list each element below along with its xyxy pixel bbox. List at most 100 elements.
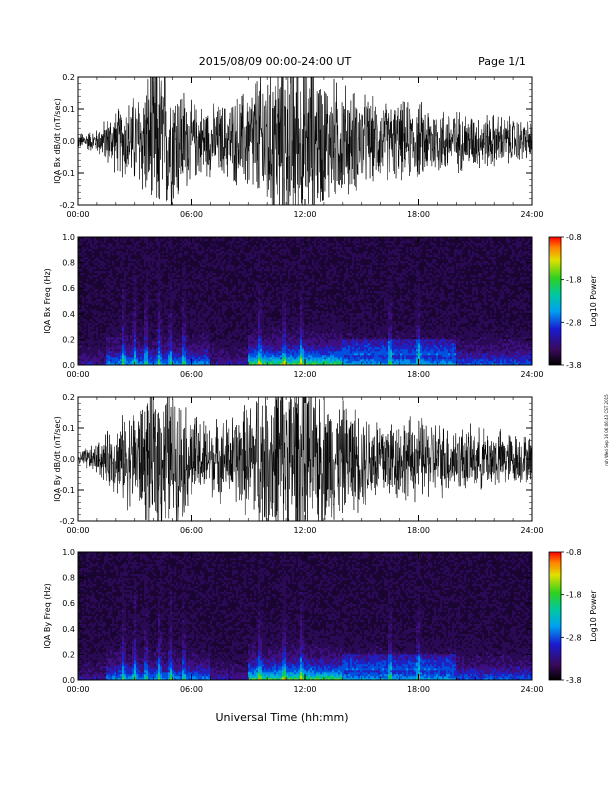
- spectrogram-cell: [136, 313, 139, 316]
- spectrogram-cell: [144, 351, 147, 354]
- spectrogram-cell: [262, 259, 265, 262]
- spectrogram-cell: [340, 303, 343, 306]
- spectrogram-cell: [288, 353, 291, 356]
- spectrogram-cell: [274, 341, 277, 344]
- spectrogram-cell: [304, 291, 307, 294]
- spectrogram-cell: [290, 351, 293, 354]
- spectrogram-cell: [220, 347, 223, 350]
- spectrogram-cell: [252, 359, 255, 362]
- spectrogram-cell: [222, 323, 225, 326]
- spectrogram-cell: [314, 337, 317, 340]
- spectrogram-cell: [150, 335, 153, 338]
- spectrogram-cell: [210, 323, 213, 326]
- spectrogram-cell: [144, 271, 147, 274]
- spectrogram-cell: [272, 271, 275, 274]
- spectrogram-cell: [298, 299, 301, 302]
- spectrogram-cell: [116, 267, 119, 270]
- spectrogram-cell: [330, 357, 333, 360]
- spectrogram-cell: [304, 337, 307, 340]
- spectrogram-cell: [166, 241, 169, 244]
- spectrogram-cell: [234, 317, 237, 320]
- spectrogram-cell: [194, 337, 197, 340]
- spectrogram-cell: [174, 285, 177, 288]
- spectrogram-cell: [154, 331, 157, 334]
- spectrogram-cell: [256, 315, 259, 318]
- spectrogram-cell: [102, 243, 105, 246]
- spectrogram-cell: [96, 359, 99, 362]
- spectrogram-cell: [270, 343, 273, 346]
- spectrogram-cell: [238, 237, 241, 240]
- spectrogram-cell: [324, 299, 327, 302]
- spectrogram-cell: [234, 329, 237, 332]
- spectrogram-cell: [178, 335, 181, 338]
- spectrogram-cell: [114, 301, 117, 304]
- spectrogram-cell: [282, 351, 285, 354]
- spectrogram-cell: [134, 307, 137, 310]
- spectrogram-cell: [162, 351, 165, 354]
- spectrogram-cell: [132, 307, 135, 310]
- spectrogram-cell: [278, 239, 281, 242]
- spectrogram-cell: [298, 329, 301, 332]
- spectrogram-cell: [312, 343, 315, 346]
- spectrogram-cell: [302, 303, 305, 306]
- spectrogram-cell: [250, 345, 253, 348]
- spectrogram-cell: [132, 297, 135, 300]
- spectrogram-cell: [214, 267, 217, 270]
- spectrogram-cell: [292, 349, 295, 352]
- spectrogram-cell: [128, 305, 131, 308]
- spectrogram-cell: [314, 363, 317, 366]
- spectrogram-cell: [294, 307, 297, 310]
- spectrogram-cell: [308, 297, 311, 300]
- spectrogram-cell: [316, 349, 319, 352]
- spectrogram-cell: [164, 261, 167, 264]
- spectrogram-cell: [206, 307, 209, 310]
- spectrogram-cell: [274, 301, 277, 304]
- spectrogram-cell: [116, 355, 119, 358]
- spectrogram-cell: [110, 359, 113, 362]
- spectrogram-cell: [92, 359, 95, 362]
- spectrogram-cell: [290, 255, 293, 258]
- spectrogram-cell: [326, 315, 329, 318]
- spectrogram-cell: [150, 241, 153, 244]
- spectrogram-cell: [160, 275, 163, 278]
- spectrogram-cell: [86, 355, 89, 358]
- spectrogram-cell: [264, 363, 267, 366]
- spectrogram-cell: [160, 323, 163, 326]
- spectrogram-cell: [92, 247, 95, 250]
- spectrogram-cell: [268, 341, 271, 344]
- spectrogram-cell: [278, 337, 281, 340]
- spectrogram-cell: [114, 343, 117, 346]
- spectrogram-cell: [112, 359, 115, 362]
- spectrogram-cell: [92, 327, 95, 330]
- spectrogram-cell: [120, 349, 123, 352]
- spectrogram-cell: [92, 267, 95, 270]
- spectrogram-cell: [258, 317, 261, 320]
- spectrogram-cell: [304, 347, 307, 350]
- spectrogram-cell: [248, 319, 251, 322]
- spectrogram-cell: [306, 341, 309, 344]
- spectrogram-cell: [206, 349, 209, 352]
- spectrogram-cell: [254, 359, 257, 362]
- spectrogram-cell: [222, 353, 225, 356]
- spectrogram-cell: [260, 309, 263, 312]
- spectrogram-cell: [222, 343, 225, 346]
- spectrogram-cell: [94, 237, 97, 240]
- spectrogram-cell: [338, 255, 341, 258]
- spectrogram-cell: [296, 351, 299, 354]
- spectrogram-cell: [324, 307, 327, 310]
- spectrogram-cell: [264, 287, 267, 290]
- spectrogram-cell: [306, 357, 309, 360]
- spectrogram-cell: [108, 261, 111, 264]
- spectrogram-cell: [302, 333, 305, 336]
- spectrogram-cell: [136, 345, 139, 348]
- spectrogram-cell: [326, 319, 329, 322]
- spectrogram-cell: [294, 327, 297, 330]
- spectrogram-cell: [316, 327, 319, 330]
- spectrogram-cell: [174, 321, 177, 324]
- spectrogram-cell: [236, 361, 239, 364]
- spectrogram-cell: [198, 311, 201, 314]
- spectrogram-cell: [78, 321, 81, 324]
- spectrogram-cell: [306, 299, 309, 302]
- spectrogram-cell: [84, 289, 87, 292]
- spectrogram-cell: [300, 321, 303, 324]
